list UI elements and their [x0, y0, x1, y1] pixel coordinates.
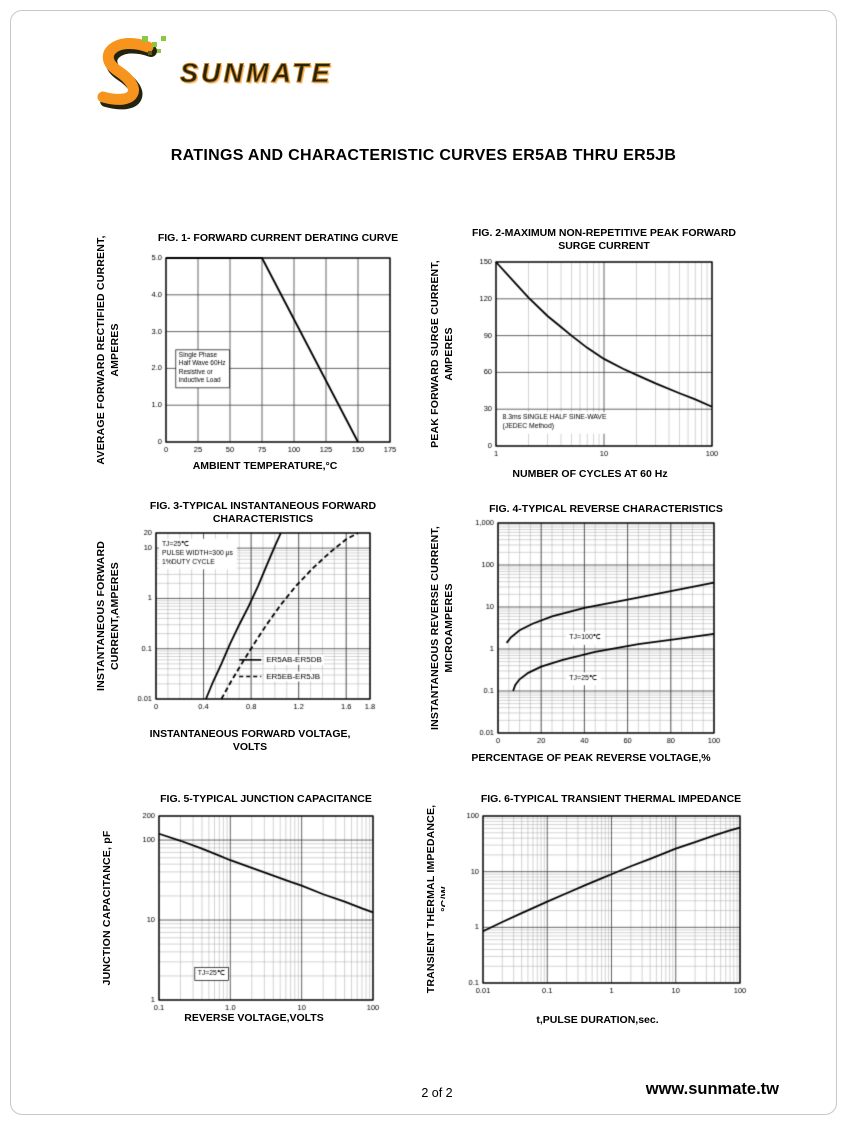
- figure2-chart-canvas: [460, 252, 720, 464]
- figure4-y-axis-label: INSTANTANEOUS REVERSE CURRENT, MICROAMPE…: [429, 526, 455, 730]
- figure5-title: FIG. 5-TYPICAL JUNCTION CAPACITANCE: [160, 793, 372, 805]
- figure4-title: FIG. 4-TYPICAL REVERSE CHARACTERISTICS: [489, 503, 723, 515]
- figure4-x-axis-label: PERCENTAGE OF PEAK REVERSE VOLTAGE,%: [471, 752, 711, 764]
- figure6-title: FIG. 6-TYPICAL TRANSIENT THERMAL IMPEDAN…: [480, 793, 742, 805]
- figure2-title: FIG. 2-MAXIMUM NON-REPETITIVE PEAK FORWA…: [471, 227, 737, 253]
- figure2-y-axis-label: PEAK FORWARD SURGE CURRENT, AMPERES: [429, 260, 455, 448]
- figure3-chart-canvas: [120, 525, 380, 715]
- figure4-chart-canvas: [460, 515, 722, 753]
- figure2-x-axis-label: NUMBER OF CYCLES AT 60 Hz: [512, 468, 668, 480]
- page-title: RATINGS AND CHARACTERISTIC CURVES ER5AB …: [170, 147, 677, 164]
- website-text: www.sunmate.tw: [645, 1080, 779, 1098]
- figure5-x-axis-label: REVERSE VOLTAGE,VOLTS: [184, 1012, 324, 1024]
- figure1-title: FIG. 1- FORWARD CURRENT DERATING CURVE: [157, 232, 399, 244]
- figure1-y-axis-label: AVERAGE FORWARD RECTIFIED CURRENT, AMPER…: [95, 235, 121, 465]
- figure5-chart-canvas: [125, 808, 383, 1018]
- figure1-chart-canvas: [130, 248, 400, 460]
- page-number: 2 of 2: [421, 1086, 453, 1100]
- figure3-x-axis-label: INSTANTANEOUS FORWARD VOLTAGE, VOLTS: [149, 728, 351, 754]
- figure6-chart-canvas: [445, 808, 750, 1003]
- brand-text: SUNMATE: [180, 58, 333, 89]
- sunmate-logo-icon: [97, 36, 166, 110]
- figure3-title: FIG. 3-TYPICAL INSTANTANEOUS FORWARD CHA…: [149, 500, 377, 526]
- figure1-x-axis-label: AMBIENT TEMPERATURE,°C: [192, 460, 338, 472]
- figure6-x-axis-label: t,PULSE DURATION,sec.: [536, 1014, 659, 1026]
